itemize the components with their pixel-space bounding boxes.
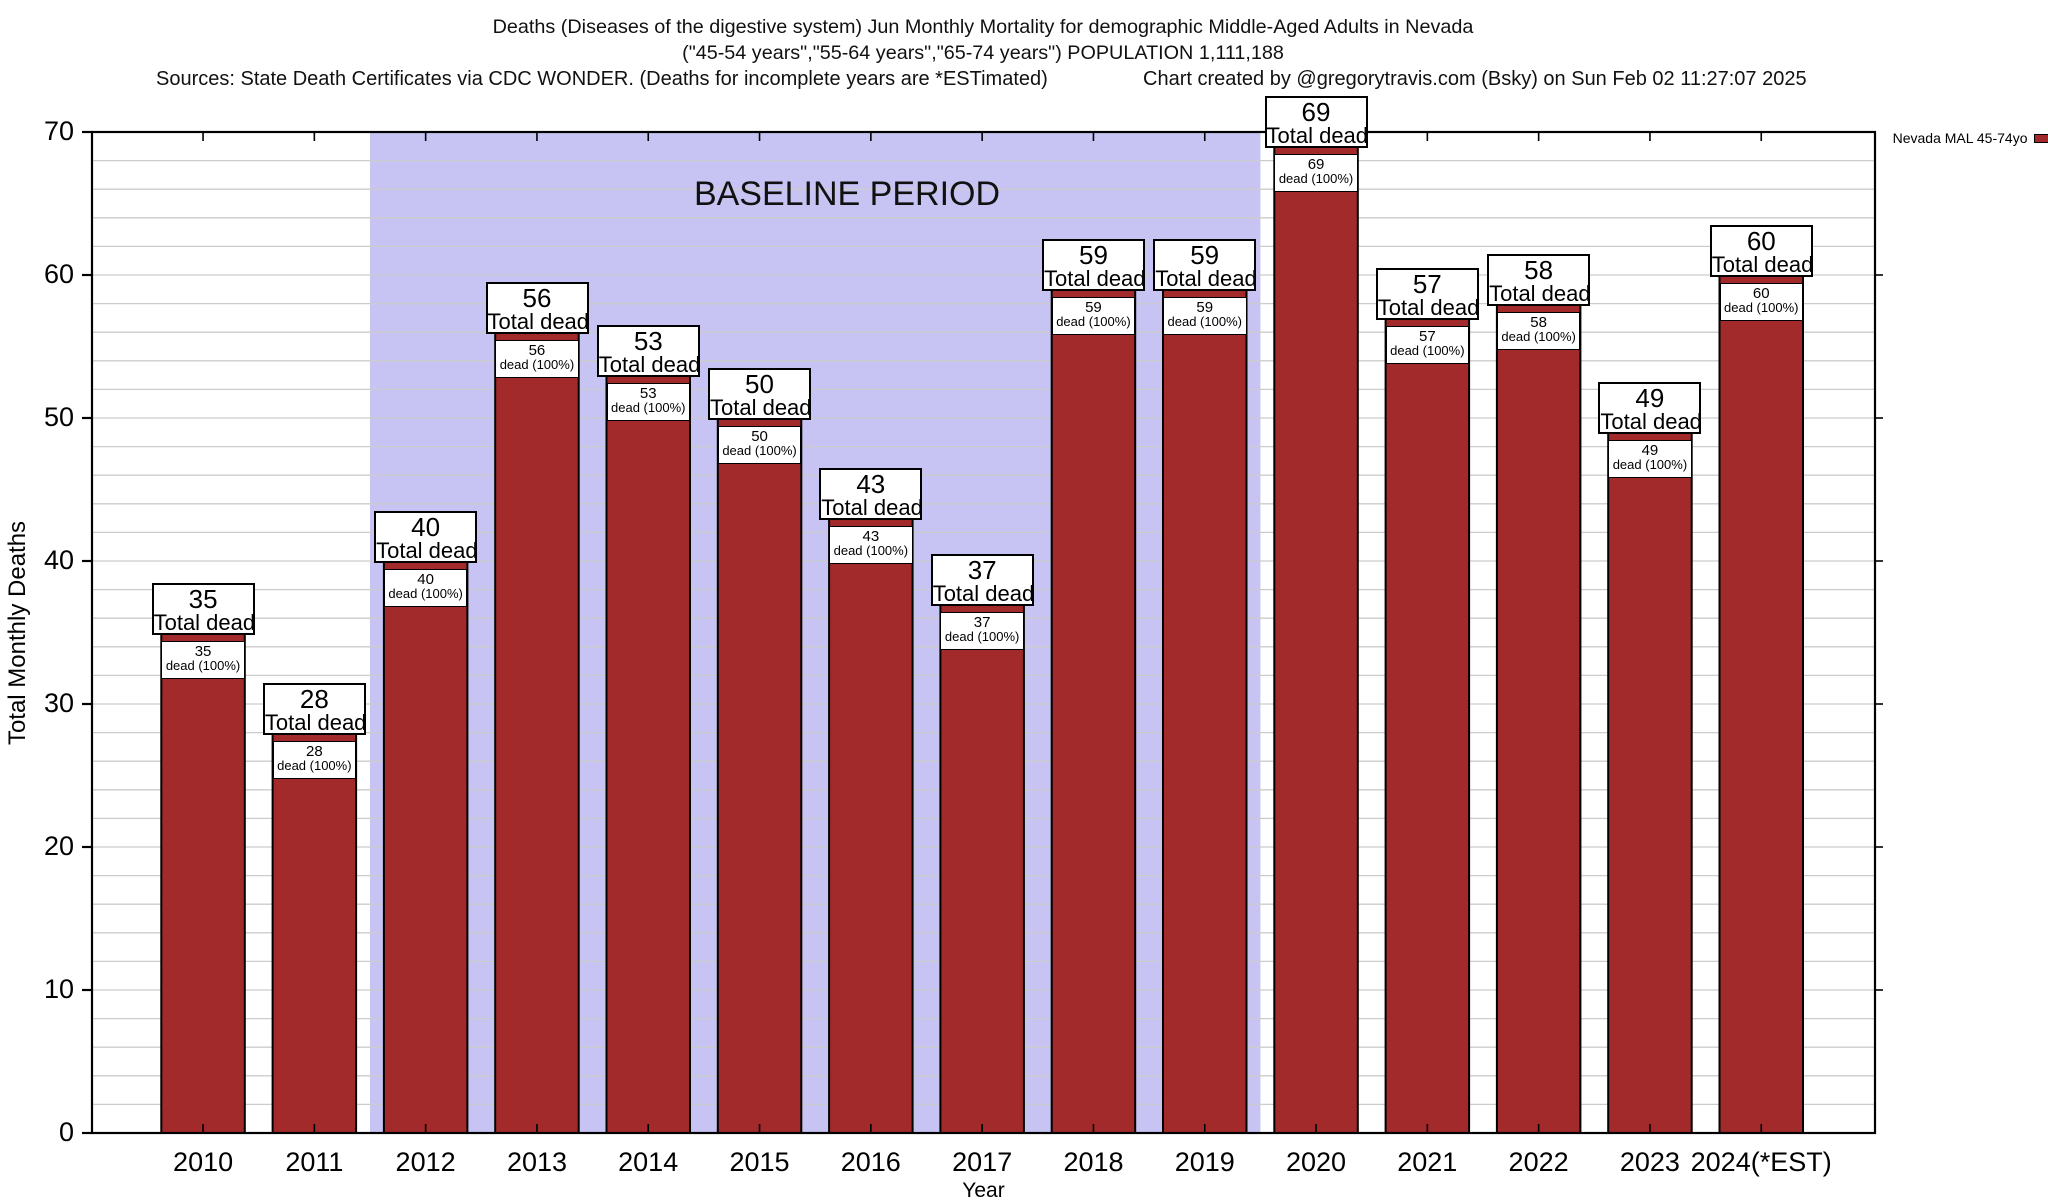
svg-text:10: 10 (44, 974, 74, 1004)
svg-text:30: 30 (44, 688, 74, 718)
svg-text:50: 50 (44, 402, 74, 432)
svg-text:20: 20 (44, 831, 74, 861)
svg-text:60: 60 (44, 259, 74, 289)
svg-text:0: 0 (59, 1117, 74, 1147)
svg-text:40: 40 (44, 545, 74, 575)
svg-text:70: 70 (44, 116, 74, 146)
